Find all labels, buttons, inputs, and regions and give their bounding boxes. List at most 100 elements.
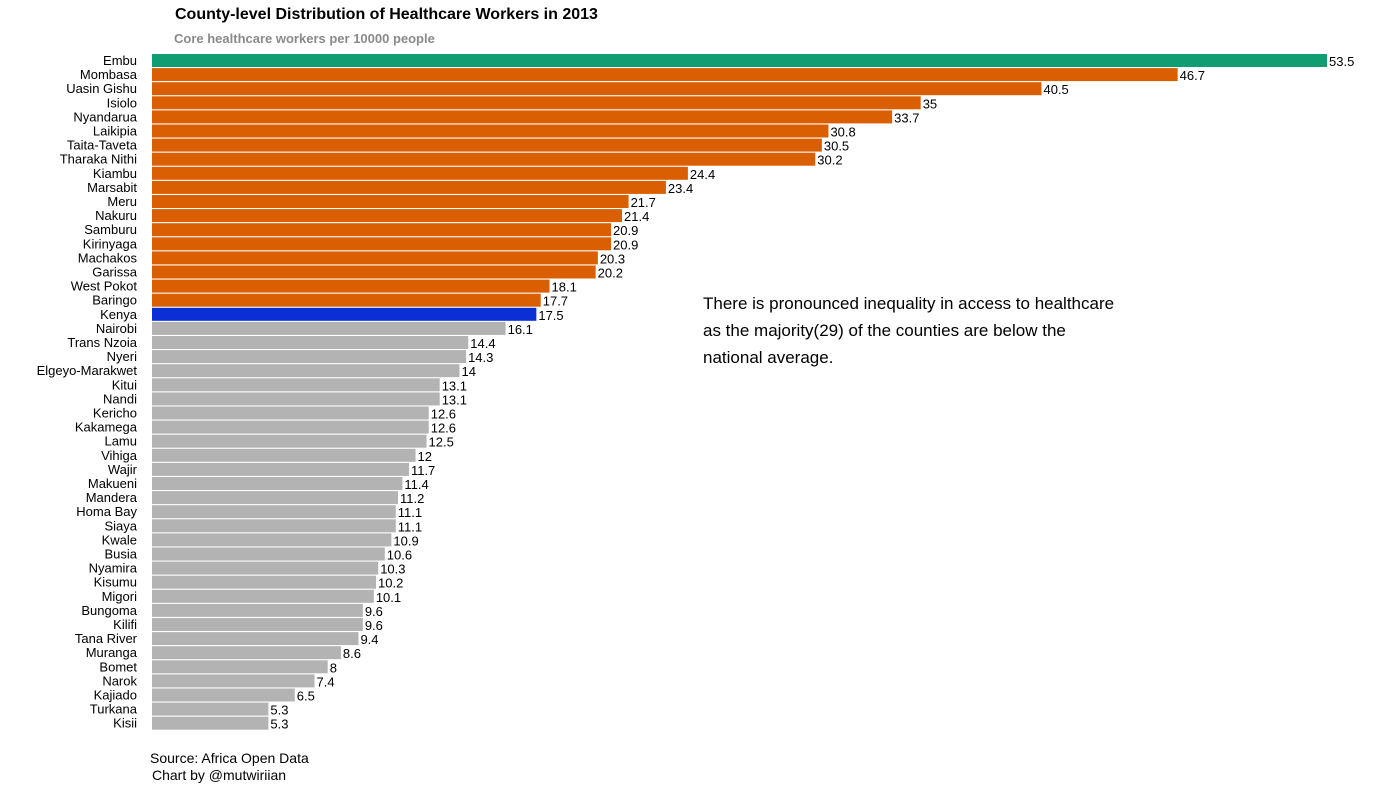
value-label-kitui: 13.1: [442, 378, 467, 393]
category-label-mombasa: Mombasa: [80, 67, 138, 82]
source-note: Source: Africa Open Data: [150, 750, 309, 766]
bar-mombasa: [152, 68, 1178, 82]
bar-kisii: [152, 716, 269, 730]
category-label-kakamega: Kakamega: [75, 420, 138, 435]
value-label-tharaka-nithi: 30.2: [817, 153, 842, 168]
category-label-kitui: Kitui: [112, 377, 137, 392]
category-label-kajiado: Kajiado: [94, 688, 137, 703]
value-label-west-pokot: 18.1: [552, 280, 577, 295]
bar-makueni: [152, 477, 403, 490]
category-label-samburu: Samburu: [84, 222, 137, 237]
bar-samburu: [152, 223, 612, 237]
value-label-mombasa: 46.7: [1180, 68, 1205, 83]
bar-trans-nzoia: [152, 336, 469, 349]
bar-vihiga: [152, 448, 416, 462]
category-label-meru: Meru: [107, 194, 137, 209]
category-label-wajir: Wajir: [108, 462, 138, 477]
value-label-kisii: 5.3: [270, 717, 288, 732]
category-label-nandi: Nandi: [103, 391, 137, 406]
category-label-narok: Narok: [102, 673, 137, 688]
chart-annotation: There is pronounced inequality in access…: [703, 294, 1115, 367]
value-label-kericho: 12.6: [431, 407, 456, 422]
value-label-narok: 7.4: [317, 674, 335, 689]
category-label-laikipia: Laikipia: [93, 124, 138, 139]
value-label-kiambu: 24.4: [690, 167, 715, 182]
chart-title: County-level Distribution of Healthcare …: [175, 6, 598, 23]
bar-kwale: [152, 533, 392, 547]
value-label-muranga: 8.6: [343, 646, 361, 661]
category-label-baringo: Baringo: [92, 293, 137, 308]
category-label-embu: Embu: [103, 53, 137, 68]
bar-uasin-gishu: [152, 82, 1042, 96]
category-label-lamu: Lamu: [104, 434, 137, 449]
category-label-trans-nzoia: Trans Nzoia: [67, 335, 137, 350]
value-label-kisumu: 10.2: [378, 576, 403, 591]
bar-mandera: [152, 491, 398, 505]
category-label-kisii: Kisii: [113, 716, 137, 731]
value-label-tana-river: 9.4: [360, 632, 378, 647]
value-label-homa-bay: 11.1: [398, 505, 422, 520]
bar-nairobi: [152, 321, 506, 335]
category-label-bomet: Bomet: [99, 659, 137, 674]
category-label-kilifi: Kilifi: [113, 617, 137, 632]
value-label-baringo: 17.7: [543, 294, 568, 309]
value-label-elgeyo-marakwet: 14: [461, 364, 475, 379]
bar-embu: [152, 54, 1327, 67]
bar-narok: [152, 674, 315, 688]
bar-nyamira: [152, 561, 379, 575]
value-label-kirinyaga: 20.9: [613, 237, 638, 252]
value-label-laikipia: 30.8: [830, 125, 855, 140]
category-label-marsabit: Marsabit: [87, 180, 137, 195]
category-label-nyandarua: Nyandarua: [73, 109, 137, 124]
value-label-wajir: 11.7: [411, 463, 435, 478]
bar-isiolo: [152, 96, 921, 110]
bar-nandi: [152, 392, 440, 406]
category-label-nakuru: Nakuru: [95, 208, 137, 223]
bar-nakuru: [152, 209, 622, 223]
bar-laikipia: [152, 124, 829, 138]
bar-bungoma: [152, 603, 363, 617]
bar-kiambu: [152, 166, 688, 180]
category-label-mandera: Mandera: [86, 490, 138, 505]
value-label-nyandarua: 33.7: [894, 110, 919, 125]
value-label-kakamega: 12.6: [431, 421, 456, 436]
bar-nyeri: [152, 350, 467, 364]
bar-homa-bay: [152, 505, 396, 519]
category-label-nyeri: Nyeri: [107, 349, 137, 364]
value-label-kajiado: 6.5: [297, 689, 315, 704]
bar-tharaka-nithi: [152, 152, 816, 166]
value-label-trans-nzoia: 14.4: [470, 336, 495, 351]
bar-siaya: [152, 519, 396, 533]
value-label-meru: 21.7: [631, 195, 656, 210]
bar-marsabit: [152, 180, 666, 194]
value-label-migori: 10.1: [376, 590, 401, 605]
value-label-nyamira: 10.3: [380, 562, 405, 577]
value-label-garissa: 20.2: [598, 266, 623, 281]
value-label-machakos: 20.3: [600, 251, 625, 266]
value-label-kilifi: 9.6: [365, 618, 383, 633]
value-label-bungoma: 9.6: [365, 604, 383, 619]
bars-group: [152, 54, 1327, 730]
value-label-nyeri: 14.3: [468, 350, 493, 365]
value-label-busia: 10.6: [387, 548, 412, 563]
category-label-uasin-gishu: Uasin Gishu: [66, 81, 137, 96]
bar-kisumu: [152, 575, 377, 589]
value-label-nakuru: 21.4: [624, 209, 649, 224]
value-label-taita-taveta: 30.5: [824, 139, 849, 154]
category-label-kericho: Kericho: [93, 406, 137, 421]
value-label-bomet: 8: [330, 660, 337, 675]
value-label-nairobi: 16.1: [508, 322, 533, 337]
chart-subtitle: Core healthcare workers per 10000 people: [174, 31, 435, 46]
category-label-kenya: Kenya: [100, 307, 138, 322]
category-label-siaya: Siaya: [104, 518, 137, 533]
category-label-isiolo: Isiolo: [107, 95, 137, 110]
category-label-garissa: Garissa: [92, 265, 138, 280]
category-label-kiambu: Kiambu: [93, 166, 137, 181]
category-label-elgeyo-marakwet: Elgeyo-Marakwet: [37, 363, 138, 378]
bar-west-pokot: [152, 279, 550, 293]
bar-kitui: [152, 378, 440, 392]
category-label-turkana: Turkana: [90, 702, 138, 717]
bar-baringo: [152, 293, 541, 307]
